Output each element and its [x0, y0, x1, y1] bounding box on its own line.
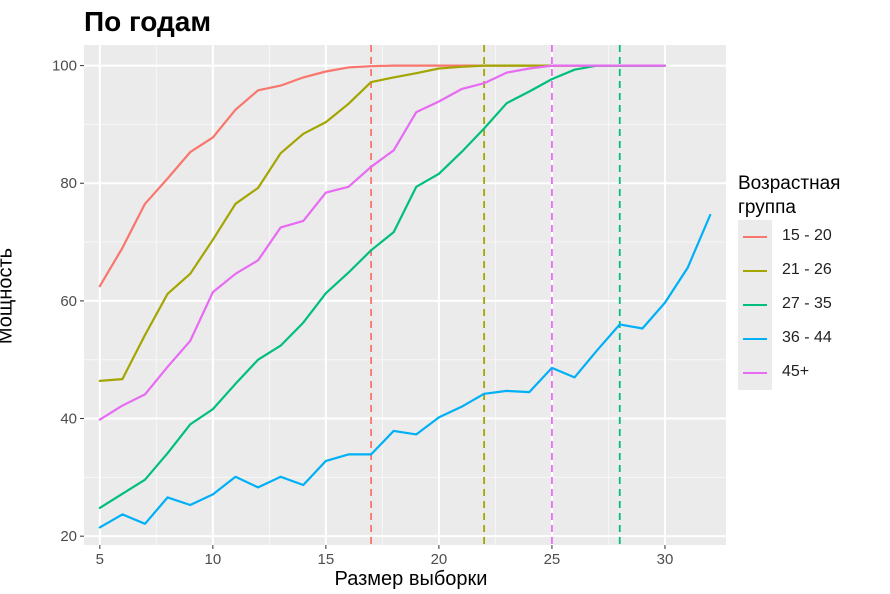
legend-key — [738, 356, 772, 390]
legend-key — [738, 288, 772, 322]
legend: Возрастная группа 15 - 20 21 - 26 27 - 35 3… — [738, 172, 888, 390]
y-tick-label: 100 — [52, 58, 77, 75]
legend-key — [738, 322, 772, 356]
y-tick-label: 60 — [60, 293, 77, 310]
legend-item: 15 - 20 — [738, 220, 888, 254]
legend-key-line — [743, 270, 767, 272]
x-axis-label: Размер выборки — [334, 568, 488, 590]
axes: 5 10 15 20 25 30 20 40 60 80 100 — [52, 58, 673, 568]
legend-label: 36 - 44 — [782, 329, 832, 346]
series-line-3 — [98, 64, 667, 509]
y-tick-label: 20 — [60, 528, 77, 545]
legend-item: 21 - 26 — [738, 254, 888, 288]
x-tick-label: 30 — [657, 551, 674, 568]
x-tick-label: 5 — [96, 551, 104, 568]
legend-key-line — [743, 338, 767, 340]
x-tick-label: 25 — [544, 551, 561, 568]
plot-panel — [84, 45, 726, 545]
legend-key — [738, 220, 772, 254]
legend-item: 45+ — [738, 356, 888, 390]
legend-label: 45+ — [782, 363, 810, 380]
x-tick-label: 10 — [205, 551, 222, 568]
series-line-5 — [98, 64, 667, 421]
legend-item: 36 - 44 — [738, 322, 888, 356]
legend-label: 27 - 35 — [782, 295, 832, 312]
x-tick-label: 15 — [318, 551, 335, 568]
x-tick-label: 20 — [431, 551, 448, 568]
legend-key-line — [743, 304, 767, 306]
legend-items: 15 - 20 21 - 26 27 - 35 36 - 44 45+ — [738, 220, 888, 390]
legend-label: 15 - 20 — [782, 227, 832, 244]
y-tick-label: 80 — [60, 175, 77, 192]
legend-item: 27 - 35 — [738, 288, 888, 322]
legend-key-line — [743, 236, 767, 238]
series-line-4 — [98, 213, 712, 529]
legend-label: 21 - 26 — [782, 261, 832, 278]
legend-key — [738, 254, 772, 288]
legend-title: Возрастная группа — [738, 173, 841, 218]
y-tick-label: 40 — [60, 411, 77, 428]
series-lines — [98, 64, 712, 529]
legend-key-line — [743, 372, 767, 374]
chart-title: По годам — [84, 6, 212, 37]
